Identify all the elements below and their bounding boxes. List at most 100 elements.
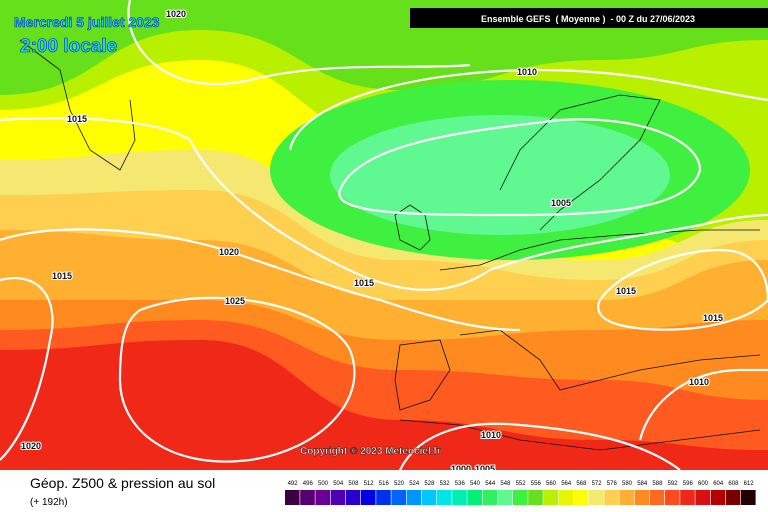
legend-swatch [680,490,695,505]
legend-swatch [604,490,619,505]
coast-africa [399,419,761,451]
isobars [0,0,768,470]
model-banner [410,8,768,28]
model-info: Ensemble GEFS ( Moyenne ) - 00 Z du 27/0… [481,14,695,24]
low-core [330,115,670,235]
legend-swatch [725,490,741,505]
isobar-label: 1010 [517,67,537,77]
coast-europe-north [439,229,760,271]
legend-swatch [452,490,467,505]
legend-value: 580 [622,481,633,487]
legend-value: 588 [652,481,663,487]
coastlines [19,39,761,451]
legend-swatch [467,490,482,505]
legend-swatch [300,490,315,505]
legend-value: 540 [470,481,481,487]
legend-value: 528 [424,481,435,487]
map-date: Mercredi 5 juillet 2023 [14,14,160,30]
isobar-label: 1015 [354,278,374,288]
legend-swatch [421,490,437,505]
legend-swatch [634,490,650,505]
legend-swatch [345,490,361,505]
legend-swatch [315,490,330,505]
isobar [0,117,768,291]
legend-swatch [665,490,680,505]
legend-swatch [285,490,300,505]
legend-value: 508 [348,481,359,487]
footer-title: Géop. Z500 & pression au sol [30,475,215,491]
coast-scandinavia [499,94,661,231]
legend-value: 552 [516,481,527,487]
isobar [127,0,471,86]
legend-swatch [619,490,634,505]
legend-value: 560 [546,481,557,487]
isobar-label: 1020 [166,9,186,19]
coast-mediterranean [459,329,761,391]
isobar [399,422,681,471]
isobar [638,368,768,441]
isobar-labels: 1020 1015 1010 1005 1020 1015 1015 1025 1015 1015… [20,8,724,475]
legend-value: 512 [364,481,375,487]
legend-value: 608 [728,481,739,487]
isobar-label: 1010 [481,430,501,440]
legend-value: 568 [576,481,587,487]
copyright: Copyright © 2023 Meteociel.fr [300,446,441,457]
isobar [0,277,54,461]
isobar [288,68,768,151]
legend-swatch [710,490,726,505]
legend-swatch [376,490,391,505]
isobar-label: 1015 [52,271,72,281]
legend-value: 572 [592,481,603,487]
legend-swatch [513,490,528,505]
isobar [0,228,521,332]
legend-value: 520 [394,481,405,487]
legend-value: 596 [683,481,694,487]
legend-swatch [573,490,589,505]
legend-value: 600 [698,481,709,487]
legend-swatch [589,490,604,505]
legend-value: 524 [409,481,420,487]
legend-swatch [543,490,558,505]
isobar [118,296,356,463]
coast-iberia [394,339,451,411]
legend-value: 584 [637,481,648,487]
isobar-label: 1020 [21,441,41,451]
legend-swatch [649,490,665,505]
isobar-label: 1020 [219,247,239,257]
legend-value: 504 [333,481,344,487]
map-time: 2:00 locale [20,36,117,57]
coast-greenland [19,39,136,171]
legend-value: 564 [561,481,572,487]
isobar-label: 1015 [616,286,636,296]
legend-value: 544 [485,481,496,487]
legend-swatch [482,490,498,505]
isobar-label: 1015 [703,313,723,323]
legend-swatch [437,490,452,505]
legend-value: 492 [288,481,299,487]
legend-swatch [330,490,346,505]
isobar-label: 1005 [551,198,571,208]
geopotential-field [0,0,768,470]
legend-value: 532 [440,481,451,487]
isobar [338,118,702,217]
legend-value: 516 [379,481,390,487]
legend-swatch [406,490,422,505]
legend-swatch [497,490,513,505]
legend-value: 548 [500,481,511,487]
legend-swatch [361,490,376,505]
legend-swatch [695,490,710,505]
legend-swatch [741,490,756,505]
legend-value: 496 [303,481,314,487]
isobar-label: 1015 [67,114,87,124]
legend-swatch [558,490,574,505]
color-legend: 492 496 500 504 508 512 516 520 524 528 532 536 540 5… [285,481,756,505]
field-band [0,340,768,470]
legend-value: 556 [531,481,542,487]
coast-britain [394,204,431,251]
legend-value: 500 [318,481,329,487]
legend-value: 536 [455,481,466,487]
isobar-label: 1025 [225,296,245,306]
legend-value: 576 [607,481,618,487]
legend-value: 604 [713,481,724,487]
